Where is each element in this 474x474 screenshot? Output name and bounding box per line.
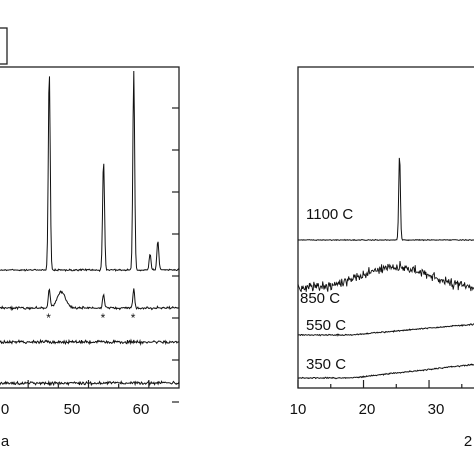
right-x-tick-label-1: 20: [359, 401, 376, 418]
left-x-tick-label-1: 50: [64, 401, 81, 418]
right-series-3: [297, 363, 474, 380]
left-x-axis-title-fragment: a: [1, 433, 10, 450]
left-plot-frame: [0, 66, 180, 389]
right-plot-frame: [297, 66, 474, 389]
right-series-1: [297, 261, 474, 293]
left-curves: [0, 70, 180, 387]
right-panel: 10 20 30 2 1100 C 850 C 550 C 350 C: [290, 66, 474, 450]
legend-box: [0, 27, 8, 65]
left-series-0: [0, 70, 180, 273]
left-series-3: [0, 380, 180, 387]
left-star-annotations: * * *: [46, 311, 135, 325]
star-marker-0: *: [46, 311, 51, 325]
star-marker-2: *: [131, 311, 136, 325]
star-marker-1: *: [101, 311, 106, 325]
curve-label-1100: 1100 C: [306, 206, 353, 223]
left-series-2: [0, 338, 180, 347]
right-series-0: [297, 157, 474, 242]
left-x-tick-label-2: 60: [133, 401, 150, 418]
right-x-axis-title-fragment: 2: [464, 433, 472, 450]
right-curve-labels: 1100 C 850 C 550 C 350 C: [300, 206, 353, 373]
left-y-ticks: [172, 107, 179, 403]
left-panel: 0 50 60 a * * *: [0, 27, 180, 450]
right-x-tick-labels: 10 20 30: [290, 401, 445, 418]
right-x-ticks: [297, 380, 463, 388]
right-x-tick-label-0: 10: [290, 401, 307, 418]
right-series-2: [297, 323, 474, 337]
curve-label-350: 350 C: [306, 356, 346, 373]
left-x-tick-label-0: 0: [1, 401, 9, 418]
right-x-tick-label-2: 30: [428, 401, 445, 418]
right-curves: [297, 157, 474, 380]
curve-label-550: 550 C: [306, 317, 346, 334]
left-x-tick-labels: 0 50 60: [1, 401, 150, 418]
left-series-1: [0, 288, 180, 312]
curve-label-850: 850 C: [300, 290, 340, 307]
